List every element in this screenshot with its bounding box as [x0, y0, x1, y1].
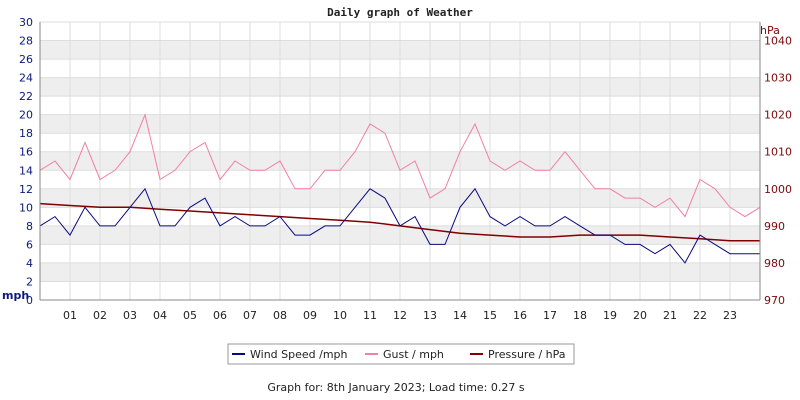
series-line-wind-speed-mph	[39, 187, 760, 264]
left-tick-label: 20	[19, 109, 33, 122]
legend: Wind Speed /mph Gust / mph Pressure / hPa	[232, 348, 566, 361]
right-tick-label: 1010	[764, 146, 792, 159]
x-tick-label: 10	[333, 309, 347, 322]
x-tick-label: 08	[273, 309, 287, 322]
left-tick-label: 22	[19, 90, 33, 103]
x-tick-label: 19	[603, 309, 617, 322]
right-tick-label: 970	[764, 294, 785, 307]
right-tick-label: 1040	[764, 35, 792, 48]
x-tick-label: 13	[423, 309, 437, 322]
left-tick-label: 14	[19, 164, 33, 177]
right-tick-label: 1020	[764, 109, 792, 122]
right-tick-label: 1030	[764, 72, 792, 85]
x-tick-label: 11	[363, 309, 377, 322]
left-axis-unit: mph	[2, 289, 29, 302]
x-tick-label: 07	[243, 309, 257, 322]
left-tick-label: 28	[19, 35, 33, 48]
right-axis-ticks: 970 980 990 1000 1010 1020 1030 1040	[764, 35, 792, 307]
x-tick-label: 16	[513, 309, 527, 322]
footer-text: Graph for: 8th January 2023; Load time: …	[267, 381, 524, 394]
right-tick-label: 990	[764, 220, 785, 233]
left-tick-label: 2	[26, 275, 33, 288]
x-tick-label: 12	[393, 309, 407, 322]
x-tick-label: 15	[483, 309, 497, 322]
x-tick-label: 04	[153, 309, 167, 322]
x-tick-label: 09	[303, 309, 317, 322]
x-tick-label: 02	[93, 309, 107, 322]
series-line-gust-mph	[39, 113, 761, 218]
left-tick-label: 8	[26, 220, 33, 233]
right-tick-label: 980	[764, 257, 785, 270]
legend-label: Wind Speed /mph	[250, 348, 348, 361]
left-tick-label: 12	[19, 183, 33, 196]
x-tick-label: 21	[663, 309, 677, 322]
series-layer	[39, 113, 761, 264]
legend-label: Pressure / hPa	[488, 348, 566, 361]
x-axis-ticks: 01 02 03 04 05 06 07 08 09 10 11 12 13 14 15 16 17 18 19 20…	[63, 309, 737, 322]
left-tick-label: 0	[26, 294, 33, 307]
x-tick-label: 22	[693, 309, 707, 322]
x-tick-label: 20	[633, 309, 647, 322]
x-tick-label: 17	[543, 309, 557, 322]
x-tick-label: 03	[123, 309, 137, 322]
left-tick-label: 6	[26, 238, 33, 251]
left-tick-label: 16	[19, 146, 33, 159]
right-tick-label: 1000	[764, 183, 792, 196]
chart-title: Daily graph of Weather	[327, 6, 473, 19]
left-tick-label: 24	[19, 72, 33, 85]
x-tick-label: 18	[573, 309, 587, 322]
x-tick-label: 14	[453, 309, 467, 322]
legend-label: Gust / mph	[383, 348, 444, 361]
left-tick-label: 4	[26, 257, 33, 270]
left-tick-label: 10	[19, 201, 33, 214]
x-tick-label: 01	[63, 309, 77, 322]
legend-box	[227, 343, 575, 365]
left-tick-label: 30	[19, 16, 33, 29]
left-tick-label: 26	[19, 53, 33, 66]
right-axis-unit: hPa	[760, 24, 780, 37]
x-tick-label: 06	[213, 309, 227, 322]
x-tick-label: 23	[723, 309, 737, 322]
left-tick-label: 18	[19, 127, 33, 140]
x-tick-label: 05	[183, 309, 197, 322]
